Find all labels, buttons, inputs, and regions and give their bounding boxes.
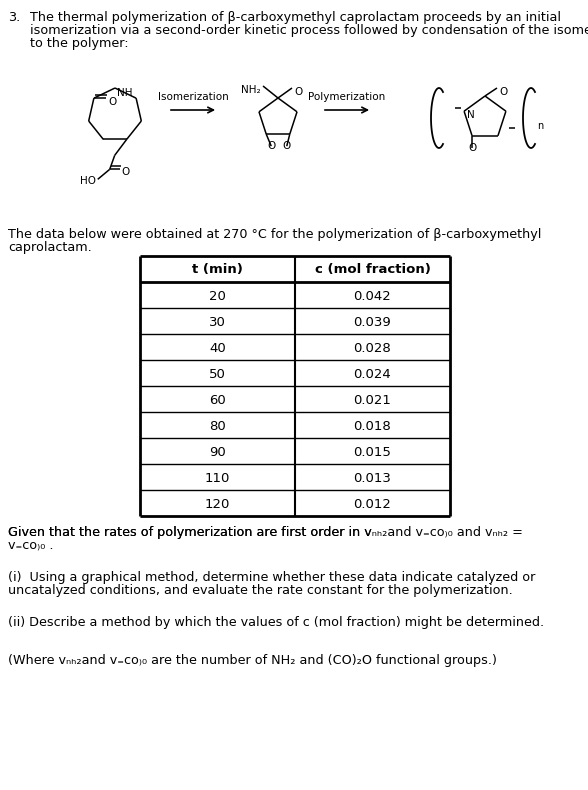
Text: NH: NH bbox=[117, 88, 132, 98]
Text: 0.021: 0.021 bbox=[353, 393, 392, 407]
Text: NH₂: NH₂ bbox=[242, 85, 261, 95]
Text: uncatalyzed conditions, and evaluate the rate constant for the polymerization.: uncatalyzed conditions, and evaluate the… bbox=[8, 584, 513, 597]
Text: 90: 90 bbox=[209, 446, 226, 458]
Text: HO: HO bbox=[80, 176, 96, 186]
Text: 20: 20 bbox=[209, 289, 226, 303]
Text: (ii) Describe a method by which the values of c (mol fraction) might be determin: (ii) Describe a method by which the valu… bbox=[8, 616, 544, 629]
Text: O: O bbox=[267, 141, 275, 151]
Text: to the polymer:: to the polymer: bbox=[30, 37, 129, 50]
Text: 0.028: 0.028 bbox=[353, 341, 392, 355]
Text: 3.: 3. bbox=[8, 11, 20, 24]
Text: (Where vₙₕ₂and v₌ᴄᴏ₎₀ are the number of NH₂ and (CO)₂O functional groups.): (Where vₙₕ₂and v₌ᴄᴏ₎₀ are the number of … bbox=[8, 654, 497, 667]
Text: Given that the rates of polymerization are first order in v: Given that the rates of polymerization a… bbox=[8, 526, 372, 539]
Text: v₌ᴄᴏ₎₀ .: v₌ᴄᴏ₎₀ . bbox=[8, 539, 54, 552]
Text: O: O bbox=[499, 87, 507, 97]
Text: caprolactam.: caprolactam. bbox=[8, 241, 92, 254]
Text: Isomerization: Isomerization bbox=[158, 92, 228, 102]
Text: Given that the rates of polymerization are first order in vₙₕ₂and v₌ᴄᴏ₎₀ and vₙₕ: Given that the rates of polymerization a… bbox=[8, 526, 523, 539]
Text: 0.042: 0.042 bbox=[353, 289, 392, 303]
Text: 110: 110 bbox=[205, 472, 230, 484]
Text: O: O bbox=[122, 167, 130, 177]
Text: 0.013: 0.013 bbox=[353, 472, 392, 484]
Text: 0.015: 0.015 bbox=[353, 446, 392, 458]
Text: O: O bbox=[294, 87, 302, 97]
Text: c (mol fraction): c (mol fraction) bbox=[315, 264, 430, 276]
Text: 0.018: 0.018 bbox=[353, 419, 392, 432]
Text: O: O bbox=[108, 97, 116, 107]
Text: (i)  Using a graphical method, determine whether these data indicate catalyzed o: (i) Using a graphical method, determine … bbox=[8, 571, 536, 584]
Text: 0.039: 0.039 bbox=[353, 315, 392, 329]
Text: 0.012: 0.012 bbox=[353, 498, 392, 510]
Text: t (min): t (min) bbox=[192, 264, 243, 276]
Text: O: O bbox=[283, 141, 291, 151]
Text: Polymerization: Polymerization bbox=[308, 92, 386, 102]
Text: 0.024: 0.024 bbox=[353, 367, 392, 381]
Text: The thermal polymerization of β-carboxymethyl caprolactam proceeds by an initial: The thermal polymerization of β-carboxym… bbox=[30, 11, 561, 24]
Text: 50: 50 bbox=[209, 367, 226, 381]
Text: isomerization via a second-order kinetic process followed by condensation of the: isomerization via a second-order kinetic… bbox=[30, 24, 588, 37]
Text: 30: 30 bbox=[209, 315, 226, 329]
Text: 60: 60 bbox=[209, 393, 226, 407]
Text: 40: 40 bbox=[209, 341, 226, 355]
Text: The data below were obtained at 270 °C for the polymerization of β-carboxymethyl: The data below were obtained at 270 °C f… bbox=[8, 228, 542, 241]
Text: N: N bbox=[467, 110, 475, 120]
Text: O: O bbox=[468, 143, 476, 152]
Text: 120: 120 bbox=[205, 498, 230, 510]
Text: 80: 80 bbox=[209, 419, 226, 432]
Text: n: n bbox=[537, 121, 543, 131]
